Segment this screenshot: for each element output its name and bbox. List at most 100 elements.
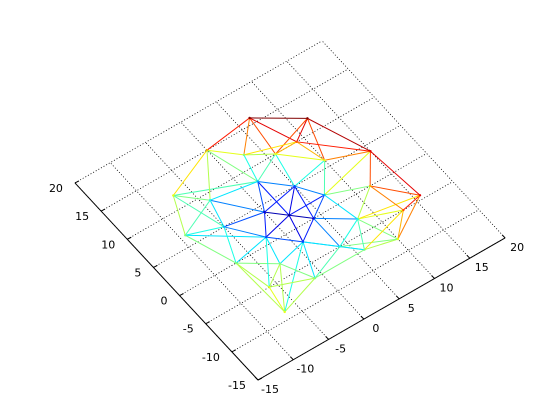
mesh-vertex — [184, 234, 187, 237]
mesh-edge — [284, 241, 304, 313]
mesh-edge — [294, 185, 315, 219]
x-tick — [431, 275, 435, 279]
y-tick — [205, 321, 210, 325]
mesh-edge — [172, 195, 186, 236]
mesh-edge — [223, 226, 267, 238]
mesh-edge — [243, 153, 276, 156]
mesh-edge — [243, 117, 251, 155]
x-tick — [395, 295, 400, 300]
mesh-vertex — [208, 199, 212, 202]
y-tick-label: 20 — [49, 182, 63, 195]
x-axis — [257, 237, 506, 381]
mesh-vertex — [242, 153, 246, 157]
x-tick-label: 10 — [440, 282, 454, 295]
mesh-edge — [184, 199, 211, 236]
mesh-edge — [243, 154, 259, 182]
y-tick-label: -10 — [202, 351, 220, 364]
mesh-edge — [275, 153, 325, 161]
y-tick — [74, 180, 80, 184]
mesh-edge — [279, 263, 316, 279]
mesh-edge — [264, 212, 267, 238]
mesh-vertex — [293, 185, 296, 188]
mesh-edge — [296, 118, 308, 143]
mesh-edge — [235, 262, 270, 288]
mesh-vertex — [222, 225, 226, 228]
mesh-edge — [284, 277, 316, 313]
mesh-edge — [288, 186, 296, 216]
mesh-vertex — [306, 117, 309, 120]
mesh-edge — [257, 181, 266, 213]
y-axis — [74, 182, 259, 381]
mesh-vertex — [363, 248, 366, 251]
grid-line — [109, 162, 294, 360]
x-tick — [501, 234, 506, 239]
x-tick-label: 5 — [408, 302, 415, 315]
mesh-vertex — [301, 240, 305, 244]
mesh-edge — [172, 149, 208, 196]
mesh-edge — [173, 180, 258, 197]
mesh-edge — [257, 180, 295, 187]
mesh-edge — [314, 246, 341, 279]
mesh-edge — [206, 150, 211, 201]
mesh-edge — [173, 195, 211, 201]
grid-line — [145, 142, 329, 340]
grid-line — [74, 40, 323, 184]
mesh-edge — [302, 241, 365, 251]
mesh-vertex — [264, 235, 268, 239]
mesh-edge — [306, 118, 326, 161]
mesh-vertex — [256, 180, 259, 183]
mesh-vertex — [172, 194, 175, 197]
x-tick — [360, 315, 365, 320]
mesh-edge — [339, 238, 398, 248]
mesh-vertex — [368, 184, 372, 188]
mesh-edge — [357, 209, 404, 220]
mesh-vertex — [205, 149, 209, 152]
mesh-edge — [275, 118, 308, 155]
mesh-edge — [209, 199, 225, 228]
mesh-vertex — [313, 276, 317, 280]
mesh-edge — [185, 234, 267, 238]
mesh-edge — [275, 141, 297, 155]
mesh-vertex — [418, 194, 422, 197]
mesh-edge — [210, 199, 265, 213]
mesh-vertex — [338, 245, 342, 248]
x-tick — [325, 336, 329, 340]
mesh-edge — [249, 117, 276, 155]
mesh-edge — [235, 262, 286, 313]
x-tick — [466, 254, 471, 259]
mesh-edge — [223, 211, 265, 228]
mesh-edge — [266, 236, 304, 243]
y-tick-label: -15 — [228, 379, 246, 392]
y-tick-label: 15 — [75, 210, 89, 223]
y-tick — [100, 208, 106, 212]
mesh-edge — [357, 194, 421, 220]
mesh-edge — [288, 194, 325, 216]
mesh-vertex — [248, 116, 251, 120]
mesh-edge — [268, 263, 281, 288]
grid-line — [251, 81, 435, 279]
mesh-edge — [314, 249, 365, 279]
mesh-edge — [369, 185, 404, 211]
y-tick — [257, 377, 263, 381]
y-tick — [153, 264, 158, 268]
mesh-edge — [257, 153, 276, 182]
mesh-edge — [289, 214, 314, 219]
x-tick-label: -15 — [261, 383, 279, 396]
grid-line — [127, 96, 375, 240]
mesh-vertex — [295, 140, 298, 144]
mesh-edge — [279, 241, 304, 265]
mesh-edge — [206, 149, 244, 156]
mesh-edge — [370, 150, 421, 196]
mesh-vertex — [268, 285, 271, 289]
grid-line — [100, 68, 349, 212]
grid-line — [231, 209, 480, 353]
mesh-edge — [265, 214, 290, 238]
mesh-vertex — [356, 217, 359, 221]
mesh-edge — [324, 194, 358, 220]
mesh-vertex — [234, 261, 238, 265]
mesh-edge — [357, 185, 371, 220]
mesh-edge — [173, 195, 225, 228]
mesh-edge — [313, 217, 358, 220]
mesh-edge — [257, 181, 290, 216]
